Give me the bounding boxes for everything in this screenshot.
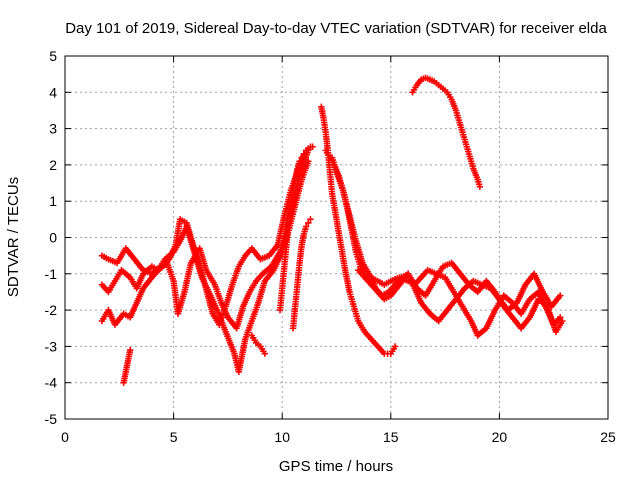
data-point xyxy=(391,343,399,350)
y-tick-label: 3 xyxy=(49,121,57,137)
x-tick-label: 5 xyxy=(170,429,178,445)
x-axis-label: GPS time / hours xyxy=(279,458,393,475)
tick-labels: 0 5 10 15 20 25 -5 -4 -3 -2 -1 0 1 2 3 4 5 xyxy=(45,48,616,445)
chart-title: Day 101 of 2019, Sidereal Day-to-day VTE… xyxy=(65,20,607,37)
data-point xyxy=(307,216,314,223)
y-tick-label: -4 xyxy=(45,375,58,391)
y-tick-label: -1 xyxy=(45,266,58,282)
series-trace-a xyxy=(98,150,308,328)
data-point xyxy=(305,219,312,227)
axis-ticks xyxy=(64,55,609,420)
data-point xyxy=(126,346,134,354)
series-trace-g xyxy=(289,216,314,332)
series-trace-k xyxy=(355,259,566,336)
x-tick-label: 25 xyxy=(600,429,616,445)
data-point xyxy=(309,143,316,150)
x-tick-label: 0 xyxy=(61,429,69,445)
data-point xyxy=(296,158,303,165)
series-trace-f xyxy=(276,143,316,314)
y-tick-label: 1 xyxy=(49,193,57,209)
y-tick-label: -3 xyxy=(45,338,58,354)
x-tick-label: 20 xyxy=(492,429,508,445)
data-point xyxy=(300,150,308,158)
x-tick-label: 15 xyxy=(383,429,399,445)
data-point xyxy=(557,314,564,321)
y-tick-label: -2 xyxy=(45,302,58,318)
data-points xyxy=(98,74,566,386)
series-trace-j xyxy=(328,154,564,325)
y-tick-label: 4 xyxy=(49,84,57,100)
series-trace-e xyxy=(248,332,269,357)
y-tick-label: 5 xyxy=(49,48,57,64)
series-trace-l xyxy=(409,74,484,190)
data-point xyxy=(261,350,269,357)
data-point xyxy=(557,292,564,299)
series-trace-h xyxy=(318,103,399,357)
x-tick-label: 10 xyxy=(274,429,290,445)
y-axis-label: SDTVAR / TECUs xyxy=(5,177,22,297)
y-tick-label: -5 xyxy=(45,411,58,427)
data-point xyxy=(298,154,305,161)
data-point xyxy=(302,223,310,230)
series-trace-d xyxy=(120,346,134,386)
data-point xyxy=(559,317,566,325)
data-point xyxy=(476,183,484,190)
y-tick-label: 0 xyxy=(49,230,57,246)
y-tick-label: 2 xyxy=(49,157,57,173)
series-trace-b xyxy=(98,158,312,376)
